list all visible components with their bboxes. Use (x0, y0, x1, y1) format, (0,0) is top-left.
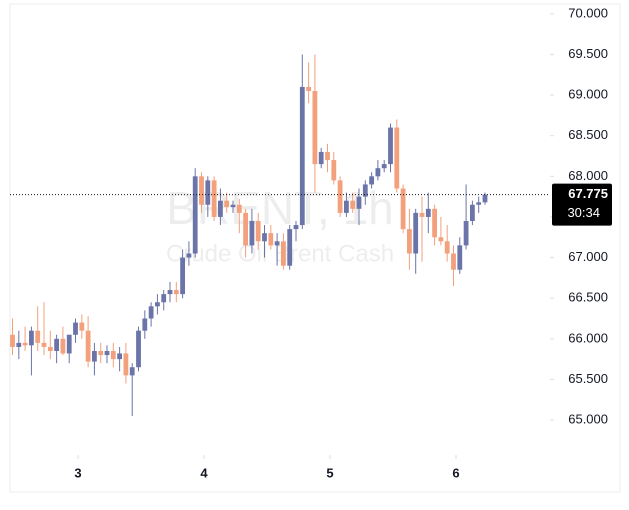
candle-body (362, 184, 368, 197)
candle-body (325, 151, 330, 161)
candle-body (255, 221, 261, 242)
candle-body (287, 229, 293, 266)
candle-body (123, 353, 129, 376)
x-tick-label: 5 (326, 465, 333, 480)
candle-body (148, 306, 154, 319)
y-tick-label: 65.500 (568, 371, 608, 386)
candle-body (236, 204, 242, 213)
candle-body (85, 330, 91, 362)
candle-body (274, 241, 280, 246)
candle-body (343, 200, 349, 213)
candle-body (413, 212, 419, 254)
candle-body (155, 302, 160, 307)
candle-body (104, 351, 110, 356)
candle-body (444, 241, 450, 254)
candle-body (331, 160, 337, 181)
candle-body (406, 229, 412, 254)
candle-body (79, 322, 85, 331)
candle-body (98, 351, 104, 356)
y-tick-label: 69.500 (568, 46, 608, 61)
candle-body (180, 257, 186, 295)
candle-body (318, 151, 324, 165)
candle-body (205, 180, 211, 205)
last-price-box (552, 183, 612, 226)
candle-body (299, 86, 305, 226)
candle-body (35, 330, 41, 343)
candle-body (262, 233, 267, 242)
y-tick-label: 66.500 (568, 290, 608, 305)
candle-body (375, 168, 381, 177)
watermark-description: Crude Oil Brent Cash (166, 240, 394, 267)
y-tick-label: 70.000 (568, 5, 608, 20)
candle-body (482, 194, 488, 203)
candle-body (29, 330, 34, 346)
candle-body (243, 212, 249, 246)
candle-body (425, 208, 431, 217)
candle-body (167, 290, 173, 295)
candle-body (142, 318, 148, 331)
candle-body (457, 245, 463, 270)
y-tick-label: 68.500 (568, 127, 608, 142)
candle-body (60, 338, 66, 354)
candle-body (419, 212, 425, 217)
candle-body (268, 233, 274, 246)
candle-body (218, 200, 223, 217)
candle-body (161, 294, 167, 303)
candle-body (369, 176, 374, 185)
candle-body (306, 86, 312, 91)
candle-body (10, 334, 15, 347)
candle-body (136, 330, 141, 368)
y-tick-label: 69.000 (568, 87, 608, 102)
candle-body (186, 253, 192, 258)
candle-body (394, 127, 400, 189)
candle-body (381, 164, 387, 169)
candle-body (192, 176, 198, 254)
candle-body (22, 342, 28, 346)
candle-body (469, 204, 475, 221)
y-tick-label: 67.000 (568, 249, 608, 264)
x-tick-label: 3 (74, 465, 81, 480)
candle-body (432, 208, 437, 238)
countdown-label: 30:34 (567, 205, 600, 220)
candle-body (92, 351, 97, 362)
candle-body (199, 176, 204, 205)
candle-body (66, 334, 72, 354)
candle-body (451, 253, 456, 270)
y-tick-label: 68.000 (568, 168, 608, 183)
candle-body (110, 351, 116, 360)
last-price-label: 67.775 (568, 186, 608, 201)
candle-body (337, 180, 343, 213)
candle-body (230, 204, 236, 208)
candle-body (293, 225, 299, 230)
watermark-symbol: BRENT, 1h (166, 182, 394, 234)
candle-body (16, 342, 22, 347)
candle-body (41, 342, 47, 347)
candle-body (463, 221, 469, 246)
x-tick-label: 4 (200, 465, 208, 480)
candle-body (211, 180, 217, 217)
candle-body (73, 322, 78, 335)
candle-body (438, 237, 444, 242)
candle-body (54, 338, 60, 351)
candle-body (173, 290, 179, 295)
x-tick-label: 6 (452, 465, 459, 480)
y-tick-label: 66.000 (568, 330, 608, 345)
candle-body (47, 346, 53, 351)
candle-body (281, 241, 286, 266)
candle-body (129, 367, 135, 376)
candle-body (400, 188, 406, 230)
candle-body (388, 127, 393, 165)
candle-body (350, 200, 356, 209)
candle-body (117, 353, 123, 360)
candle-body (224, 200, 230, 208)
candle-body (312, 91, 318, 165)
candle-body (249, 221, 255, 246)
y-tick-label: 65.000 (568, 412, 608, 427)
candle-body (356, 196, 362, 209)
candle-body (476, 202, 482, 205)
